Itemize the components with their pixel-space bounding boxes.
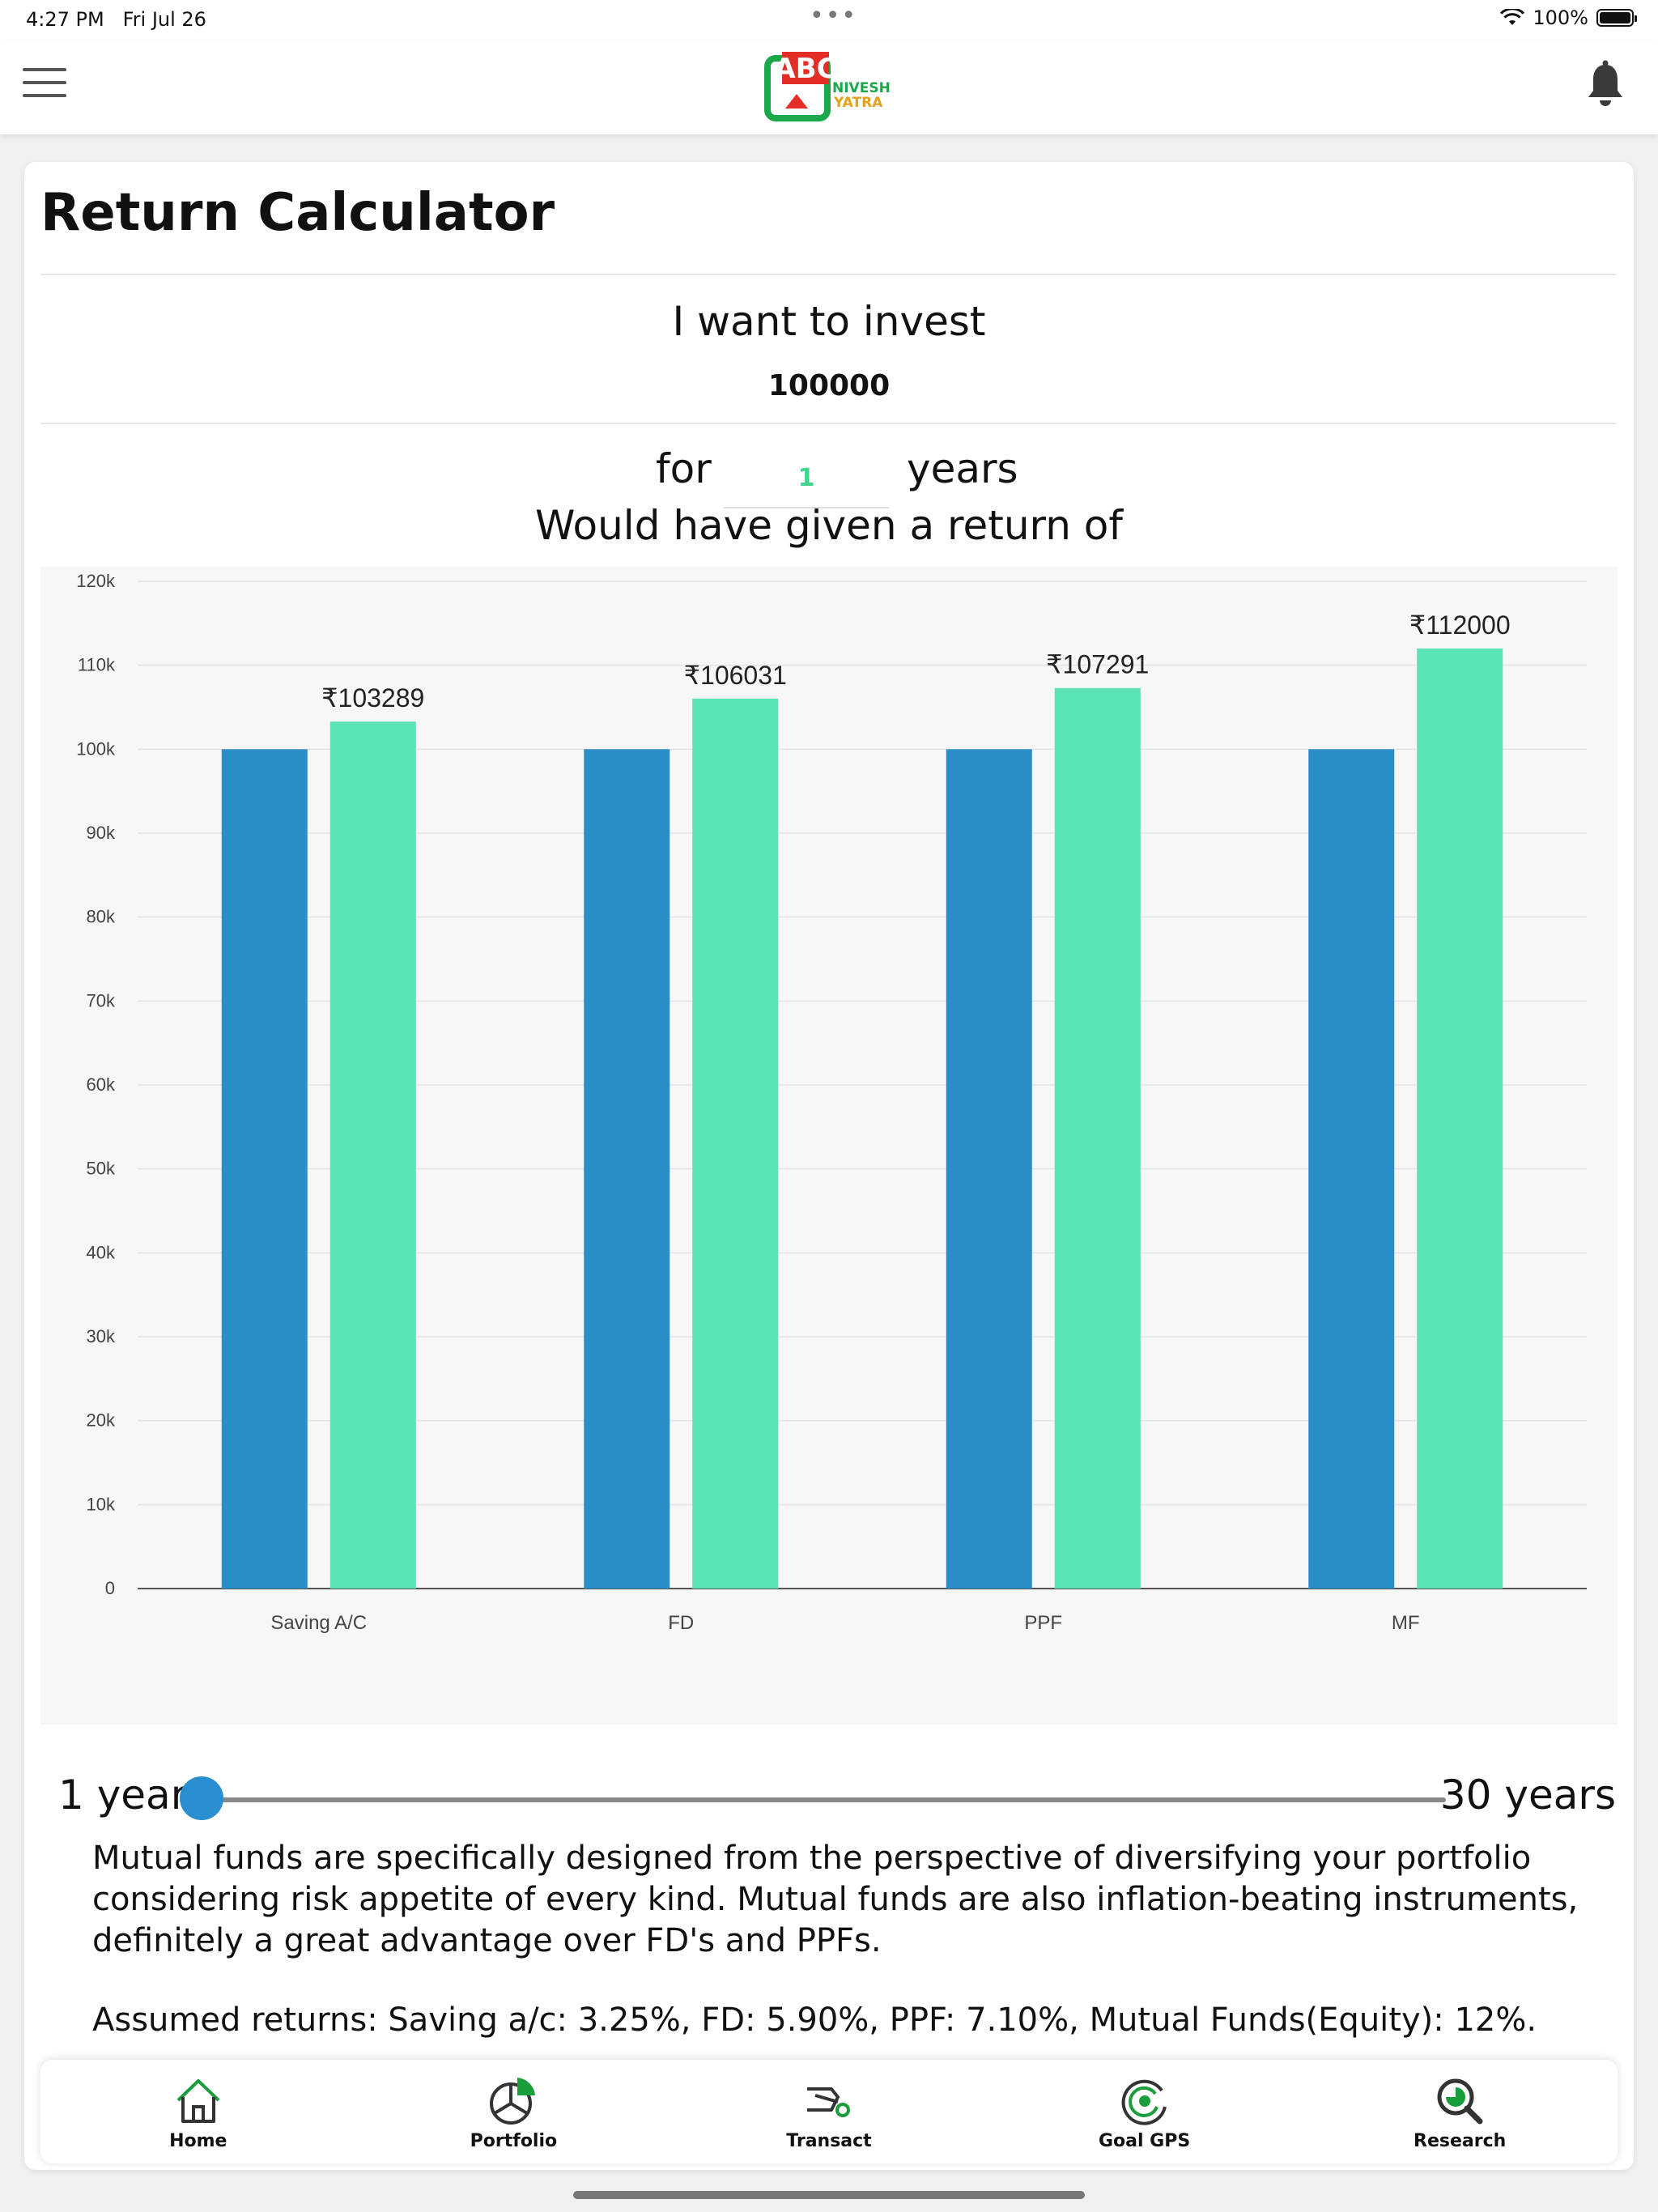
- status-bar: 4:27 PM Fri Jul 26 ••• 100%: [0, 0, 1658, 40]
- research-icon: [1437, 2078, 1483, 2125]
- years-slider-row: 1 year 30 years: [24, 1765, 1634, 1830]
- tab-home[interactable]: Home: [40, 2060, 356, 2163]
- y-tick-label: 0: [105, 1578, 115, 1598]
- logo-text-yatra: YATRA: [833, 95, 883, 111]
- bar-data-label: ₹112000: [1409, 610, 1511, 640]
- years-input[interactable]: [724, 449, 889, 508]
- status-time: 4:27 PM Fri Jul 26: [26, 8, 206, 31]
- tab-goal-gps-label: Goal GPS: [1098, 2131, 1191, 2151]
- x-category-label: MF: [1392, 1612, 1420, 1634]
- bar-invested: [1308, 749, 1395, 1589]
- bar-return: [1417, 648, 1503, 1589]
- bar-invested: [584, 749, 670, 1589]
- tab-research[interactable]: Research: [1302, 2060, 1618, 2163]
- tab-transact-label: Transact: [786, 2131, 872, 2151]
- return-calculator-card: Return Calculator I want to invest 10000…: [24, 162, 1634, 2170]
- tab-transact[interactable]: Transact: [671, 2060, 987, 2163]
- tab-portfolio-label: Portfolio: [470, 2131, 558, 2151]
- page-title: Return Calculator: [40, 183, 555, 243]
- invest-amount-field[interactable]: 100000: [767, 369, 891, 402]
- goal-gps-icon: [1121, 2079, 1167, 2125]
- bar-return: [1054, 687, 1141, 1589]
- divider: [40, 274, 1616, 275]
- years-slider-thumb[interactable]: [180, 1776, 223, 1820]
- duration-row: for years: [24, 445, 1634, 510]
- tab-portfolio[interactable]: Portfolio: [356, 2060, 672, 2163]
- x-category-label: Saving A/C: [270, 1612, 367, 1634]
- y-tick-label: 40k: [87, 1242, 116, 1262]
- home-indicator: [573, 2191, 1085, 2199]
- battery-icon: [1596, 9, 1637, 27]
- notification-bell-icon[interactable]: [1585, 60, 1626, 108]
- tab-goal-gps[interactable]: Goal GPS: [987, 2060, 1303, 2163]
- y-tick-label: 60k: [87, 1074, 116, 1095]
- bottom-tab-bar: Home Portfolio Transact Goal GPS Res: [40, 2060, 1618, 2163]
- logo-text-abc: ABC: [774, 53, 836, 85]
- chart-svg: 0 10k 20k 30k 40k 50k 60k 70k 80k 90k 100k 110k 120k…: [76, 571, 1587, 1634]
- bar-invested: [946, 749, 1032, 1589]
- bar-data-label: ₹103289: [321, 683, 424, 713]
- years-label: years: [907, 445, 1018, 492]
- y-tick-label: 70k: [87, 990, 116, 1010]
- transact-icon: [806, 2087, 850, 2117]
- y-tick-label: 20k: [87, 1410, 116, 1431]
- invest-label: I want to invest: [672, 298, 986, 345]
- multitask-dots-icon[interactable]: •••: [810, 2, 858, 30]
- for-label: for: [656, 445, 712, 492]
- y-tick-label: 110k: [78, 655, 116, 675]
- x-category-label: FD: [668, 1612, 694, 1634]
- logo-text-nivesh: NIVESH: [832, 80, 891, 96]
- y-tick-label: 120k: [76, 571, 116, 591]
- y-tick-label: 10k: [87, 1494, 116, 1514]
- slider-min-label: 1 year: [58, 1772, 188, 1819]
- bar-return: [692, 698, 779, 1589]
- years-slider-track[interactable]: [206, 1797, 1446, 1802]
- return-label: Would have given a return of: [535, 502, 1123, 549]
- y-tick-label: 80k: [87, 907, 116, 927]
- wifi-icon: [1500, 9, 1525, 25]
- tab-home-label: Home: [169, 2131, 227, 2151]
- y-tick-label: 30k: [87, 1326, 116, 1346]
- app-header: ABC NIVESH YATRA: [0, 40, 1658, 134]
- assumed-returns-note: Assumed returns: Saving a/c: 3.25%, FD: …: [92, 2001, 1537, 2039]
- returns-bar-chart: 0 10k 20k 30k 40k 50k 60k 70k 80k 90k 100k 110k 120k…: [40, 567, 1618, 1725]
- bar-invested: [221, 749, 308, 1589]
- y-tick-label: 50k: [87, 1159, 116, 1179]
- bar-data-label: ₹107291: [1046, 650, 1149, 679]
- bar-return: [329, 721, 416, 1589]
- status-right: 100%: [1500, 6, 1637, 29]
- hamburger-menu-icon[interactable]: [23, 68, 66, 100]
- slider-max-label: 30 years: [1439, 1772, 1616, 1819]
- y-tick-label: 90k: [87, 823, 116, 843]
- status-date-text: Fri Jul 26: [122, 8, 206, 31]
- y-tick-label: 100k: [76, 738, 116, 759]
- x-category-label: PPF: [1024, 1612, 1062, 1634]
- tab-research-label: Research: [1414, 2131, 1507, 2151]
- status-time-text: 4:27 PM: [26, 8, 104, 31]
- app-logo: ABC NIVESH YATRA: [764, 52, 891, 121]
- bar-data-label: ₹106031: [684, 661, 787, 690]
- battery-percent: 100%: [1533, 6, 1588, 29]
- divider: [40, 423, 1616, 424]
- portfolio-icon: [490, 2078, 536, 2125]
- home-icon: [176, 2079, 220, 2123]
- mutual-fund-description: Mutual funds are specifically designed f…: [92, 1840, 1579, 1959]
